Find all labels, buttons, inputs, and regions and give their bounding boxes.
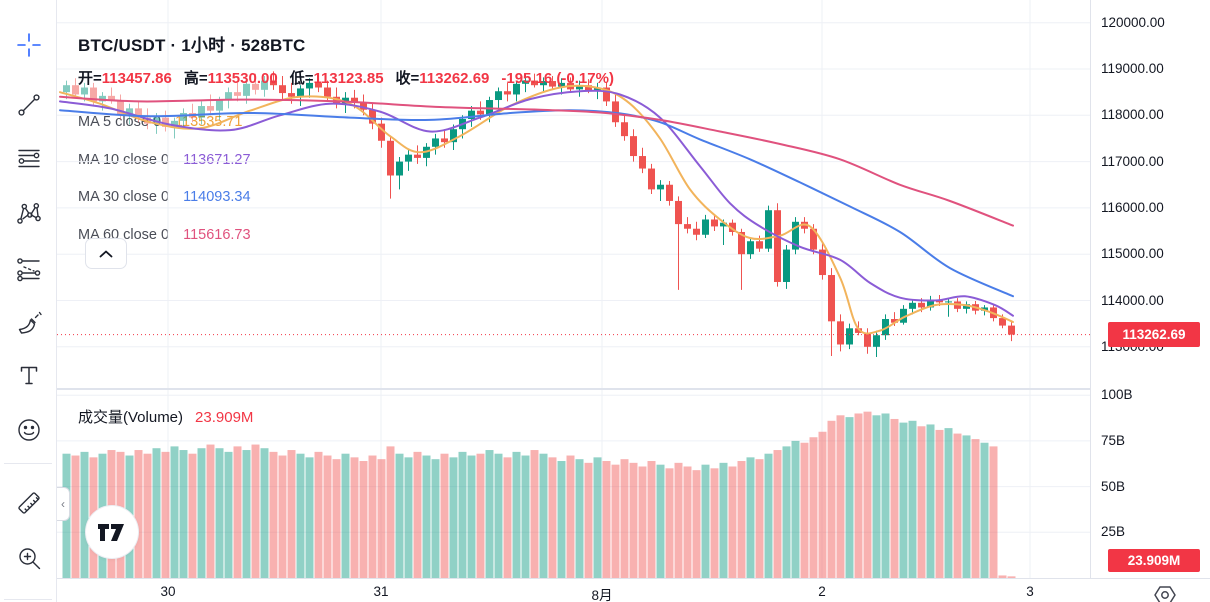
price-axis-label: 115000.00 [1101,246,1164,262]
ma-line-MA60 [59,95,1014,227]
emoji-icon[interactable] [14,415,44,445]
price-axis-label: 118000.00 [1101,107,1164,123]
volume-axis-label: 50B [1101,478,1126,494]
price-axis-label: 114000.00 [1101,292,1164,308]
text-tool-icon[interactable] [14,360,44,390]
gear-icon [1154,586,1176,602]
close-label: 收= [395,70,420,87]
price-axis-label: 117000.00 [1101,153,1164,169]
time-axis-label: 31 [373,584,389,599]
last-price-badge: 113262.69 [1108,322,1200,348]
ohlc-legend: 开=113457.86 高=113530.00 低=113123.85 收=11326… [78,67,614,88]
gridlines [57,0,1090,578]
volume-axis-label: 75B [1101,432,1126,448]
volume-value: 23.909M [195,409,254,426]
high-value: 113530.00 [207,70,278,87]
price-axis-label: 116000.00 [1101,199,1164,215]
high-label: 高= [183,70,208,87]
ma-line-MA30 [59,109,1014,298]
volume-label: 成交量(Volume) [78,409,184,426]
last-volume-badge: 23.909M [1108,549,1200,572]
time-axis-label: 8月 [591,588,613,602]
ma-value: 113535.71 [175,113,243,130]
price-axis[interactable]: 120000.00 119000.00 118000.00 117000.00 1160… [1090,0,1210,578]
volume-legend[interactable]: 成交量(Volume) 23.909M [78,406,253,427]
close-value: 113262.69 [419,70,490,87]
open-label: 开= [78,70,102,87]
tradingview-logo-glyph [98,523,124,541]
zoom-in-icon[interactable] [14,543,44,573]
ma-value: 115616.73 [183,226,251,243]
brush-icon[interactable] [14,307,44,337]
toolbar-divider [4,599,52,600]
time-axis-label: 3 [1026,584,1034,599]
hide-panel-tab[interactable]: ‹ [57,487,70,521]
candles-series [63,71,1015,357]
symbol-title[interactable]: BTC/USDT · 1小时 · 528BTC [78,36,306,55]
toolbar-divider [4,463,52,464]
collapse-legend-button[interactable] [85,238,127,269]
volume-axis-label: 100B [1101,387,1133,403]
ma-line-MA5 [59,84,1014,335]
tradingview-logo[interactable] [86,506,138,558]
price-axis-label: 119000.00 [1101,61,1164,76]
ma-line-MA10 [59,89,1014,317]
time-axis-label: 30 [160,584,176,599]
projection-icon[interactable] [14,253,44,283]
time-axis[interactable]: 30 31 8月 2 3 [0,578,1210,602]
ruler-icon[interactable] [14,488,44,518]
ma-value: 114093.34 [183,189,251,206]
ma-legend-row[interactable]: MA 30 close 0 114093.34 [78,178,251,216]
ma-label: MA 30 close 0 [78,189,170,206]
xabcd-pattern-icon[interactable] [14,198,44,228]
price-axis-label: 120000.00 [1101,14,1165,30]
ma-value: 113671.27 [183,151,251,168]
ma-legend-row[interactable]: MA 10 close 0 113671.27 [78,141,251,179]
volume-axis-label: 25B [1101,524,1126,540]
open-value: 113457.86 [101,70,172,87]
trend-line-icon[interactable] [14,90,44,120]
ma-legend: MA 5 close 0 113535.71 MA 10 close 0 113671… [78,103,251,254]
time-axis-settings-button[interactable] [1152,581,1182,602]
chevron-up-icon [99,245,113,263]
low-label: 低= [289,70,314,87]
drawing-toolbar [0,0,57,602]
crosshair-icon[interactable] [14,30,44,60]
fib-retracement-icon[interactable] [14,143,44,173]
chevron-left-icon: ‹ [61,497,65,511]
volume-series [62,411,1016,578]
time-axis-label: 2 [818,584,826,599]
ma-label: MA 10 close 0 [78,151,170,168]
change-value: -195.16 (-0.17%) [501,70,614,87]
low-value: 113123.85 [313,70,384,87]
